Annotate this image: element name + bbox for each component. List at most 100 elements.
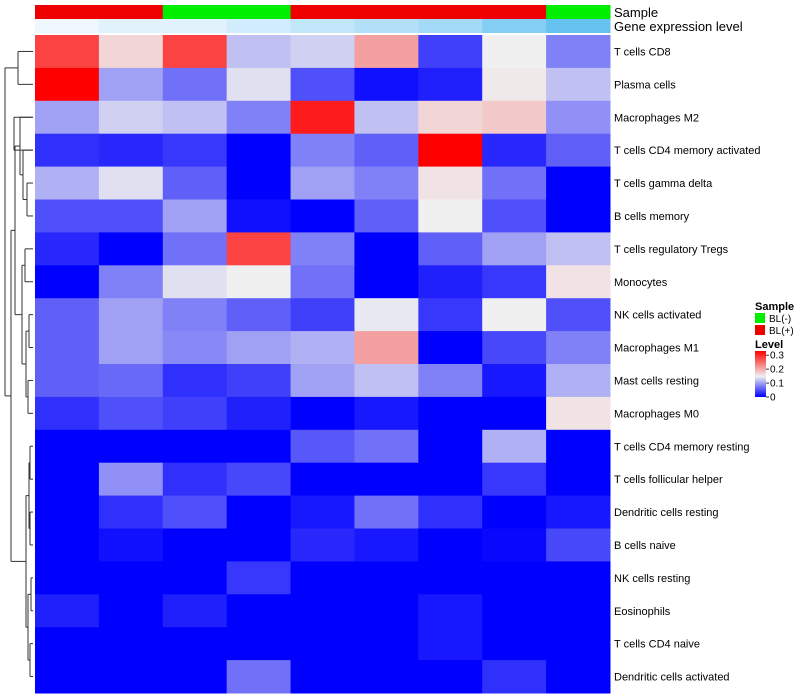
heatmap-cell: [162, 232, 228, 266]
heatmap-cell: [35, 232, 100, 266]
heatmap-cell: [98, 429, 164, 464]
heatmap-cell: [226, 100, 292, 135]
heatmap-cell: [418, 100, 483, 135]
heatmap-cell: [290, 627, 355, 661]
sample-annotation-cell: [354, 5, 419, 19]
heatmap-cell: [482, 199, 547, 233]
heatmap-cell: [354, 660, 419, 694]
heatmap-cell: [98, 364, 164, 398]
heatmap-cell: [418, 331, 483, 365]
heatmap-cell: [35, 331, 100, 365]
heatmap-cell: [290, 331, 355, 365]
row-labels: T cells CD8 Plasma cells Macrophages M2 T c…: [614, 46, 761, 683]
heatmap-cell: [546, 199, 611, 233]
expression-annotation-cell: [162, 19, 228, 33]
heatmap-cell: [162, 364, 228, 398]
sample-annotation-cell: [226, 5, 292, 19]
heatmap-cell: [162, 594, 228, 628]
heatmap-cell: [418, 396, 483, 431]
sample-annotation-cell: [290, 5, 355, 19]
heatmap-cell: [418, 265, 483, 299]
heatmap-cell: [354, 364, 419, 398]
heatmap-cell: [162, 199, 228, 233]
heatmap-cell: [290, 594, 355, 628]
sample-annotation-bar: [35, 5, 611, 19]
heatmap-cell: [162, 166, 228, 200]
heatmap-cell: [162, 265, 228, 299]
heatmap-cell: [162, 495, 228, 529]
heatmap-cell: [354, 528, 419, 562]
heatmap-cell: [482, 100, 547, 135]
heatmap-cell: [354, 199, 419, 233]
heatmap-cell: [546, 331, 611, 365]
row-label: T cells CD4 memory resting: [614, 441, 750, 453]
heatmap-cell: [226, 528, 292, 562]
expression-annotation-cell: [35, 19, 100, 33]
legend-sample-label: BL(-): [769, 314, 791, 325]
heatmap-cell: [418, 199, 483, 233]
heatmap-cell: [482, 561, 547, 595]
heatmap-cell: [226, 364, 292, 398]
heatmap-cell: [98, 100, 164, 135]
heatmap-cell: [418, 660, 483, 694]
heatmap-cell: [354, 594, 419, 628]
heatmap-cell: [226, 331, 292, 365]
heatmap-cell: [354, 429, 419, 464]
heatmap-cell: [98, 133, 164, 168]
heatmap-cell: [98, 561, 164, 595]
heatmap-cell: [290, 35, 355, 69]
heatmap-cell: [226, 594, 292, 628]
heatmap-cell: [35, 298, 100, 332]
heatmap-cell: [226, 660, 292, 694]
heatmap-cell: [418, 462, 483, 497]
heatmap-cell: [290, 232, 355, 266]
heatmap-cell: [546, 100, 611, 135]
heatmap-cell: [162, 100, 228, 135]
heatmap-cell: [226, 35, 292, 69]
heatmap-cell: [35, 199, 100, 233]
heatmap-cell: [290, 199, 355, 233]
heatmap-cell: [98, 594, 164, 628]
heatmap-cell: [98, 627, 164, 661]
heatmap-cell: [162, 660, 228, 694]
heatmap-cell: [482, 166, 547, 200]
heatmap-cell: [418, 495, 483, 529]
legend-level-label: 0.1: [770, 379, 784, 390]
heatmap-cell: [482, 528, 547, 562]
heatmap-cell: [98, 35, 164, 69]
heatmap-cell: [35, 429, 100, 464]
expression-annotation-cell: [418, 19, 483, 33]
heatmap-cell: [226, 265, 292, 299]
heatmap-cell: [418, 166, 483, 200]
heatmap-cell: [98, 528, 164, 562]
row-label: B cells memory: [614, 211, 690, 223]
heatmap-cell: [162, 528, 228, 562]
heatmap-cell: [354, 561, 419, 595]
heatmap-cell: [290, 67, 355, 102]
expression-annotation-cell: [482, 19, 547, 33]
heatmap-cell: [418, 133, 483, 168]
heatmap-cell: [98, 396, 164, 431]
heatmap-cell: [546, 561, 611, 595]
heatmap-cell: [482, 495, 547, 529]
heatmap-cell: [226, 298, 292, 332]
heatmap-cell: [162, 462, 228, 497]
row-dendrogram: [4, 50, 33, 678]
heatmap-cell: [35, 561, 100, 595]
heatmap-cell: [98, 660, 164, 694]
legend-level-label: 0.2: [770, 365, 784, 376]
heatmap-cell: [290, 133, 355, 168]
heatmap-cell: [546, 594, 611, 628]
heatmap-cell: [482, 462, 547, 497]
heatmap-cell: [354, 627, 419, 661]
heatmap-cell: [98, 67, 164, 102]
heatmap-cell: [546, 35, 611, 69]
heatmap-cell: [35, 462, 100, 497]
heatmap-cell: [482, 67, 547, 102]
row-label: Plasma cells: [614, 79, 676, 91]
row-label: NK cells activated: [614, 310, 701, 322]
heatmap-cell: [482, 232, 547, 266]
heatmap-cell: [290, 265, 355, 299]
sample-annotation-cell: [418, 5, 483, 19]
heatmap-cell: [162, 396, 228, 431]
